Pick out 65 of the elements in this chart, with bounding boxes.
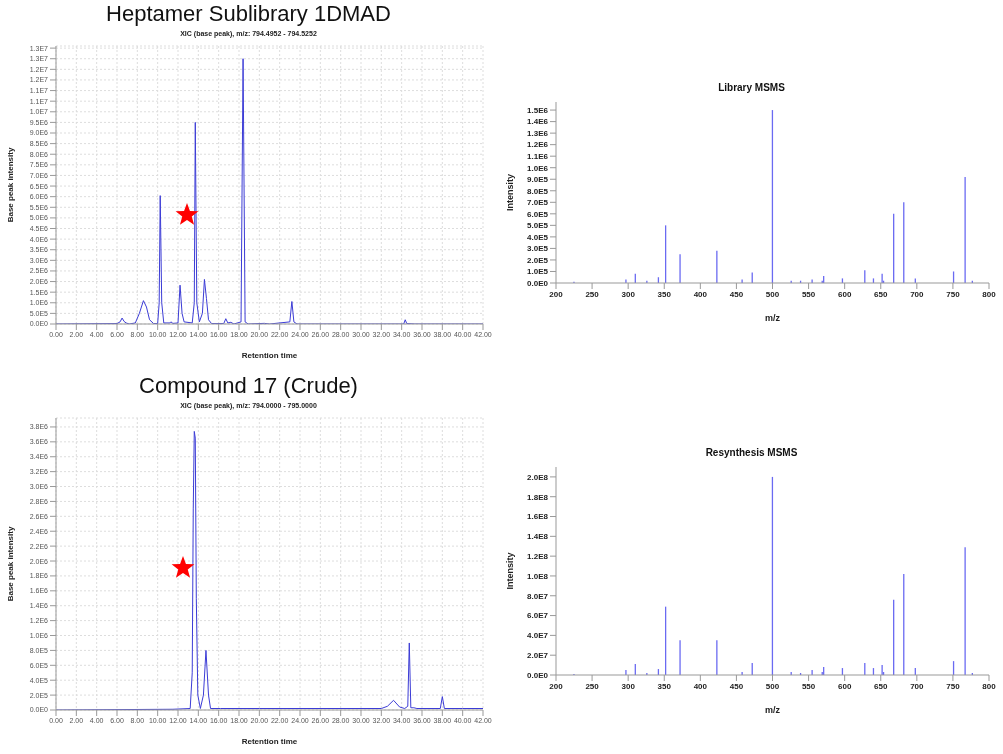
x-tick-label: 300 [621, 289, 636, 299]
chart-title: Heptamer Sublibrary 1DMAD [105, 0, 392, 28]
x-tick-label: 500 [765, 681, 780, 691]
y-tick-label: 4.0E7 [527, 631, 549, 641]
y-tick-label: 7.0E5 [527, 198, 549, 208]
y-tick-label: 2.0E7 [527, 651, 549, 661]
y-tick-label: 1.4E6 [527, 117, 549, 127]
x-tick-label: 550 [801, 681, 816, 691]
x-tick-label: 750 [946, 289, 961, 299]
y-tick-label: 0.0E0 [527, 278, 549, 288]
x-tick-label: 800 [982, 289, 997, 299]
x-tick-label: 700 [910, 681, 925, 691]
x-tick-label: 250 [585, 289, 600, 299]
x-tick-label: 400 [693, 289, 708, 299]
y-tick-label: 6.0E5 [527, 209, 549, 219]
y-tick-label: 1.8E8 [527, 492, 549, 502]
x-tick-label: 450 [729, 681, 744, 691]
y-tick-label: 8.0E5 [527, 186, 549, 196]
y-axis-title: Intensity [505, 552, 516, 590]
y-tick-label: 1.2E6 [527, 140, 549, 150]
x-tick-label: 500 [765, 289, 780, 299]
y-tick-label: 9.0E5 [527, 175, 549, 185]
y-tick-label: 5.0E5 [527, 221, 549, 231]
y-tick-label: 1.1E6 [527, 152, 549, 162]
x-tick-label: 600 [837, 681, 852, 691]
x-tick-label: 550 [801, 289, 816, 299]
y-axis-title: Intensity [505, 173, 516, 212]
y-tick-label: 4.0E5 [527, 232, 549, 242]
x-tick-label: 600 [837, 289, 852, 299]
x-tick-label: 350 [657, 289, 672, 299]
y-tick-label: 1.0E6 [527, 163, 549, 173]
y-tick-label: 1.3E6 [527, 128, 549, 138]
y-tick-label: 1.0E8 [527, 571, 549, 581]
x-tick-label: 200 [549, 289, 564, 299]
x-tick-label: 700 [910, 289, 925, 299]
chart-title: Compound 17 (Crude) [138, 372, 359, 400]
y-axis-title: Base peak intensity [5, 147, 15, 223]
x-axis-title: m/z [764, 705, 781, 715]
x-tick-label: 250 [585, 681, 600, 691]
x-tick-label: 650 [874, 289, 888, 299]
x-tick-label: 400 [693, 681, 708, 691]
y-tick-label: 6.0E7 [527, 611, 549, 621]
y-tick-label: 2.0E8 [527, 472, 549, 482]
x-tick-label: 450 [729, 289, 744, 299]
x-axis-title: m/z [764, 313, 781, 323]
x-axis-title: Retention time [241, 737, 298, 746]
x-tick-label: 300 [621, 681, 636, 691]
x-tick-label: 200 [549, 681, 564, 691]
y-tick-label: 8.0E7 [527, 591, 549, 601]
chart-title: Library MSMS [717, 81, 786, 95]
x-tick-label: 350 [657, 681, 672, 691]
chart-title: Resynthesis MSMS [704, 446, 799, 460]
x-tick-label: 800 [982, 681, 997, 691]
y-tick-label: 1.5E6 [527, 105, 549, 115]
y-tick-label: 1.0E5 [527, 267, 549, 277]
y-tick-label: 3.0E5 [527, 244, 549, 254]
y-tick-label: 1.2E8 [527, 551, 549, 561]
y-tick-label: 1.6E8 [527, 512, 549, 522]
y-tick-label: 0.0E0 [527, 670, 549, 680]
y-axis-title: Base peak intensity [5, 526, 15, 602]
x-tick-label: 650 [874, 681, 888, 691]
y-tick-label: 2.0E5 [527, 255, 549, 265]
y-tick-label: 1.4E8 [527, 532, 549, 542]
x-axis-title: Retention time [241, 351, 298, 360]
x-tick-label: 750 [946, 681, 961, 691]
